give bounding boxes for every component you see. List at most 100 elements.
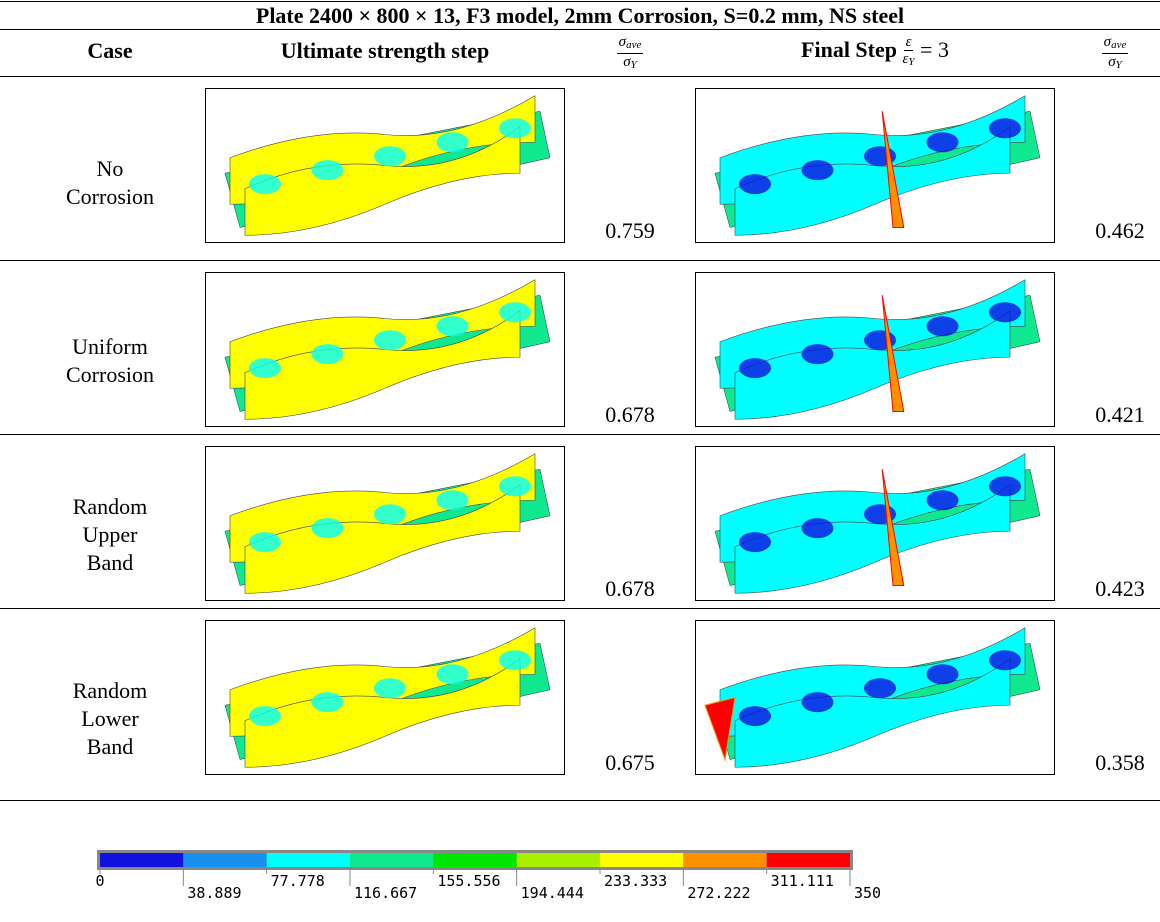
final-ratio: 0.423 — [1095, 576, 1145, 601]
stress-spot — [311, 692, 344, 713]
colorbar: 0 38.889 77.778 116.667 155.556 194.444 233.33… — [95, 850, 881, 902]
fe-image — [205, 446, 565, 601]
stiffener — [734, 658, 1011, 768]
stress-spot — [926, 132, 959, 153]
stress-spot — [989, 650, 1021, 671]
colorbar-segment — [183, 853, 267, 867]
fe-image — [205, 88, 565, 243]
fe-image — [205, 620, 565, 775]
buckle — [881, 469, 905, 586]
stress-spot — [739, 532, 771, 553]
stress-spot — [499, 118, 531, 139]
colorbar-segment — [683, 853, 767, 867]
rule — [0, 260, 1160, 261]
stress-spot — [311, 160, 344, 181]
stress-spot — [499, 476, 531, 497]
final-value: = 3 — [920, 37, 949, 63]
ultimate-ratio: 0.678 — [605, 576, 655, 601]
stress-spot — [249, 174, 281, 195]
case-label: Random — [72, 493, 148, 519]
stress-spot — [436, 316, 469, 337]
stress-spot — [989, 302, 1021, 323]
stress-spot — [926, 316, 959, 337]
case-label: Lower — [81, 706, 139, 732]
stress-spot — [249, 706, 281, 727]
case-label: Band — [86, 549, 134, 575]
ultimate-ratio: 0.759 — [605, 218, 655, 243]
stress-spot — [436, 664, 469, 685]
header-final: Final Step ε εY = 3 — [690, 34, 1060, 70]
sub: ave — [1111, 39, 1127, 51]
fe-image — [695, 88, 1055, 243]
colorbar-segment — [433, 853, 517, 867]
sub: Y — [630, 59, 637, 71]
stress-spot — [864, 678, 896, 699]
stress-spot — [436, 132, 469, 153]
stress-spot — [436, 490, 469, 511]
table-title: Plate 2400 × 800 × 13, F3 model, 2mm Cor… — [255, 3, 905, 28]
colorbar-label: 272.222 — [687, 884, 750, 902]
rule — [0, 29, 1160, 30]
num: σ — [1103, 34, 1112, 50]
stress-spot — [801, 692, 834, 713]
buckle — [704, 696, 736, 762]
stress-spot — [374, 678, 406, 699]
colorbar-label: 233.333 — [604, 872, 667, 890]
case-label: Uniform — [72, 333, 148, 359]
fe-image — [695, 446, 1055, 601]
stress-spot — [311, 344, 344, 365]
fe-image — [695, 272, 1055, 427]
fraction: σave σY — [616, 34, 644, 73]
header-ultimate: Ultimate strength step — [280, 38, 490, 63]
header-ratio: σave σY — [1085, 34, 1145, 73]
stress-spot — [499, 650, 531, 671]
fe-image — [695, 620, 1055, 775]
stiffener — [244, 126, 521, 236]
colorbar-label: 194.444 — [521, 884, 584, 902]
final-label: Final Step — [801, 37, 897, 63]
den: ε — [902, 51, 909, 67]
final-ratio: 0.358 — [1095, 750, 1145, 775]
stiffener — [734, 484, 1011, 594]
rule — [0, 1, 1160, 2]
stiffener — [734, 310, 1011, 420]
rule — [0, 800, 1160, 801]
stress-spot — [739, 706, 771, 727]
rule — [0, 434, 1160, 435]
stress-spot — [374, 504, 406, 525]
header-case: Case — [87, 38, 133, 63]
stress-spot — [801, 160, 834, 181]
colorbar-label: 350 — [854, 884, 881, 902]
case-label: Corrosion — [66, 183, 154, 209]
num: ε — [903, 34, 914, 51]
colorbar-segment — [266, 853, 350, 867]
colorbar-segment — [766, 853, 850, 867]
colorbar-segment — [516, 853, 600, 867]
stress-spot — [374, 330, 406, 351]
case-label: Corrosion — [66, 361, 154, 387]
buckle — [881, 295, 905, 412]
den: σ — [623, 54, 631, 70]
colorbar-label: 0 — [95, 872, 104, 890]
case-label: Band — [86, 734, 134, 760]
stress-spot — [926, 490, 959, 511]
colorbar-label: 155.556 — [437, 872, 500, 890]
case-label: No — [96, 155, 124, 181]
num: σ — [618, 34, 627, 50]
stress-spot — [739, 358, 771, 379]
colorbar-label: 311.111 — [771, 872, 834, 890]
stress-spot — [249, 358, 281, 379]
colorbar-label: 116.667 — [354, 884, 417, 902]
sub: Y — [1115, 59, 1122, 71]
header-ratio: σave σY — [600, 34, 660, 73]
fe-image — [205, 272, 565, 427]
rule — [0, 608, 1160, 609]
den: σ — [1108, 54, 1116, 70]
colorbar-label: 38.889 — [187, 884, 241, 902]
final-ratio: 0.462 — [1095, 218, 1145, 243]
sub: Y — [908, 56, 915, 68]
ultimate-ratio: 0.675 — [605, 750, 655, 775]
stress-spot — [801, 344, 834, 365]
colorbar-segment — [600, 853, 684, 867]
